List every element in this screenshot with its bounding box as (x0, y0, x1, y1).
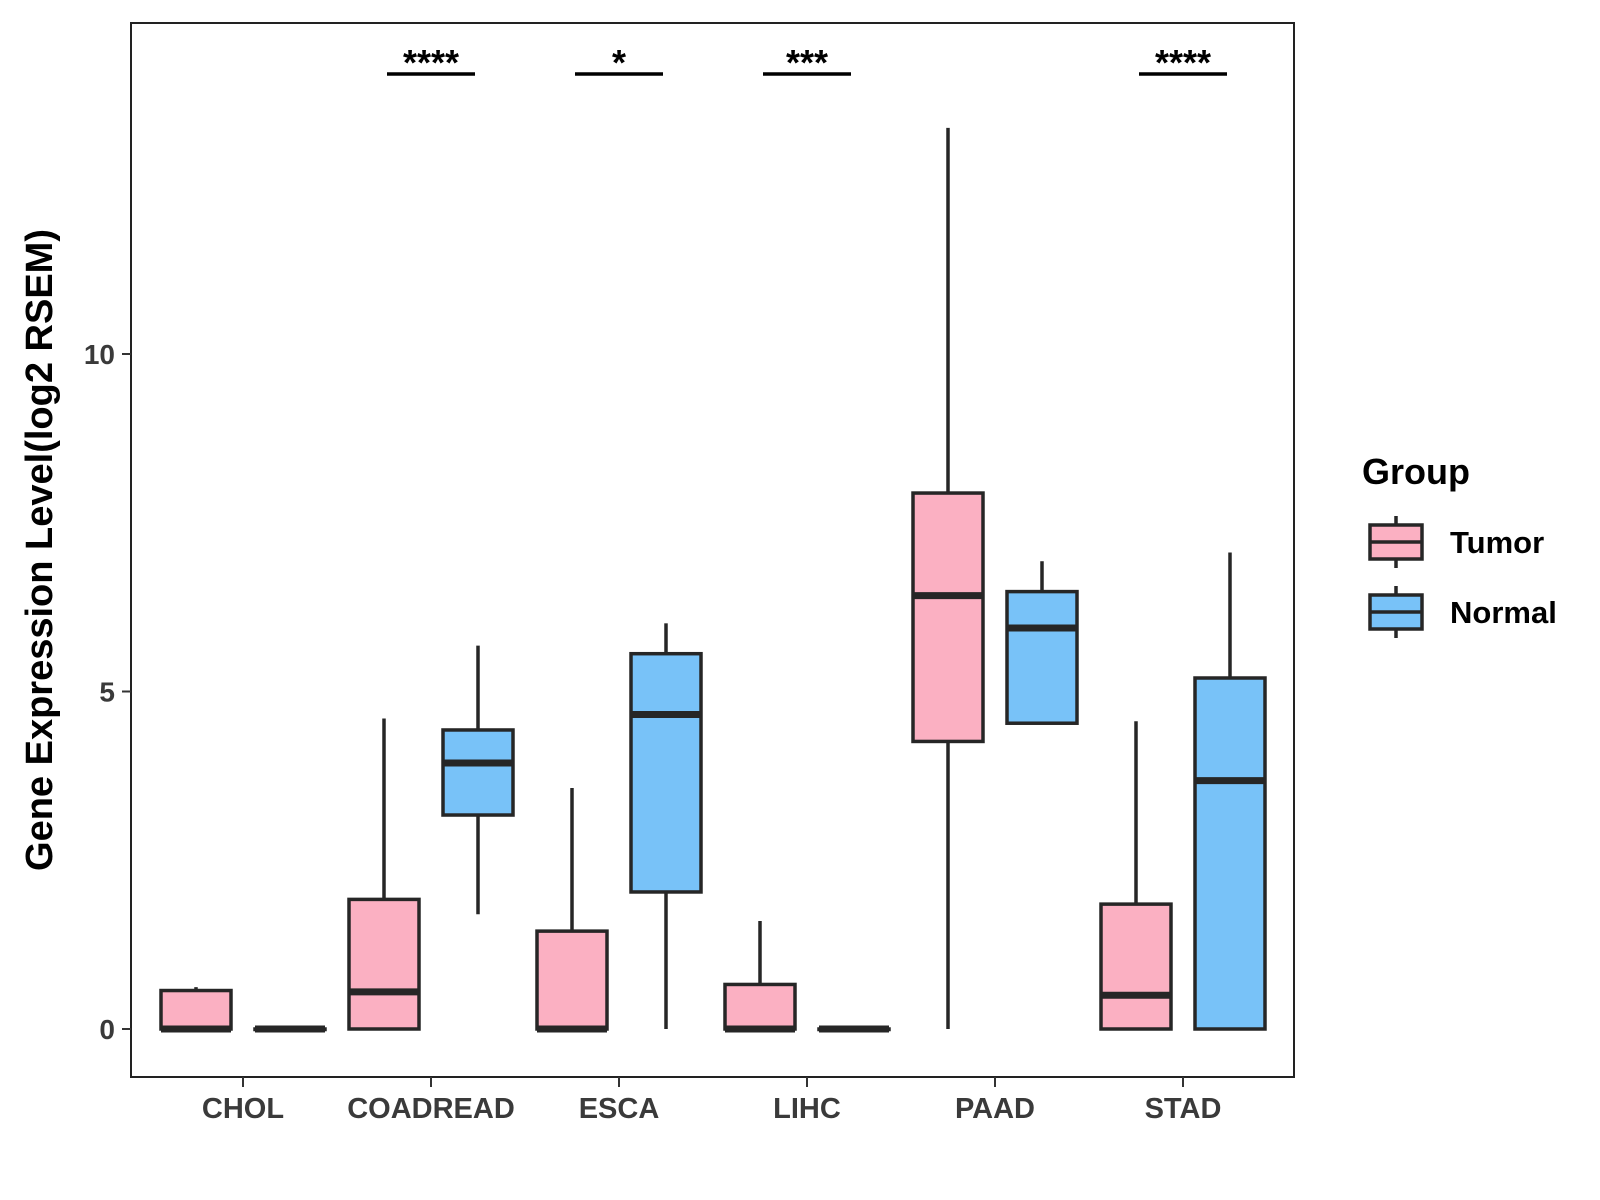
significance-layer: **** * *** **** (387, 42, 1227, 83)
box-body (535, 929, 609, 1031)
box-tumor-stad (1099, 721, 1173, 1031)
x-tick-label: PAAD (955, 1093, 1035, 1125)
box-normal-stad (1193, 552, 1267, 1031)
significance-label: *** (786, 42, 828, 83)
significance-stad: **** (1139, 42, 1227, 83)
legend-label: Tumor (1450, 525, 1544, 560)
box-body (1099, 902, 1173, 1031)
box-body (1005, 589, 1079, 725)
legend-title: Group (1362, 451, 1470, 492)
box-normal-paad (1005, 561, 1079, 725)
box-tumor-paad (911, 127, 985, 1029)
significance-esca: * (575, 42, 663, 83)
box-tumor-coadread (347, 718, 421, 1031)
x-tick-label: STAD (1145, 1093, 1222, 1125)
box-body (441, 728, 515, 817)
y-tick-label: 5 (99, 677, 115, 708)
significance-label: **** (1155, 42, 1211, 83)
plot-panel (130, 22, 1295, 1078)
significance-lihc: *** (763, 42, 851, 83)
box-body (1193, 676, 1267, 1031)
boxes-layer (159, 127, 1267, 1033)
box-tumor-chol (159, 987, 233, 1033)
x-tick-label: ESCA (579, 1093, 660, 1125)
x-axis: CHOL COADREAD ESCA LIHC PAAD STAD (202, 1077, 1221, 1125)
y-axis: 0 5 10 (84, 339, 131, 1045)
y-tick-label: 0 (99, 1014, 115, 1045)
box-body (347, 897, 421, 1031)
significance-coadread: **** (387, 42, 475, 83)
x-tick-label: LIHC (773, 1093, 841, 1125)
significance-label: * (612, 42, 626, 83)
box-normal-esca (629, 623, 703, 1029)
box-tumor-esca (535, 788, 609, 1033)
x-tick-label: CHOL (202, 1093, 284, 1125)
box-normal-lihc (817, 1025, 891, 1033)
legend: Group Tumor Normal (1362, 451, 1557, 638)
x-tick-label: COADREAD (347, 1093, 515, 1125)
box-body (911, 491, 985, 744)
legend-label: Normal (1450, 595, 1557, 630)
y-tick-label: 10 (84, 339, 115, 370)
box-body (629, 651, 703, 894)
box-normal-coadread (441, 645, 515, 915)
box-tumor-lihc (723, 921, 797, 1033)
legend-entry-tumor: Tumor (1368, 516, 1544, 568)
box-body (723, 982, 797, 1031)
box-body (159, 988, 233, 1031)
y-axis-title: Gene Expression Level(log2 RSEM) (19, 229, 61, 871)
significance-label: **** (403, 42, 459, 83)
legend-entry-normal: Normal (1368, 586, 1557, 638)
box-normal-chol (253, 1025, 327, 1033)
